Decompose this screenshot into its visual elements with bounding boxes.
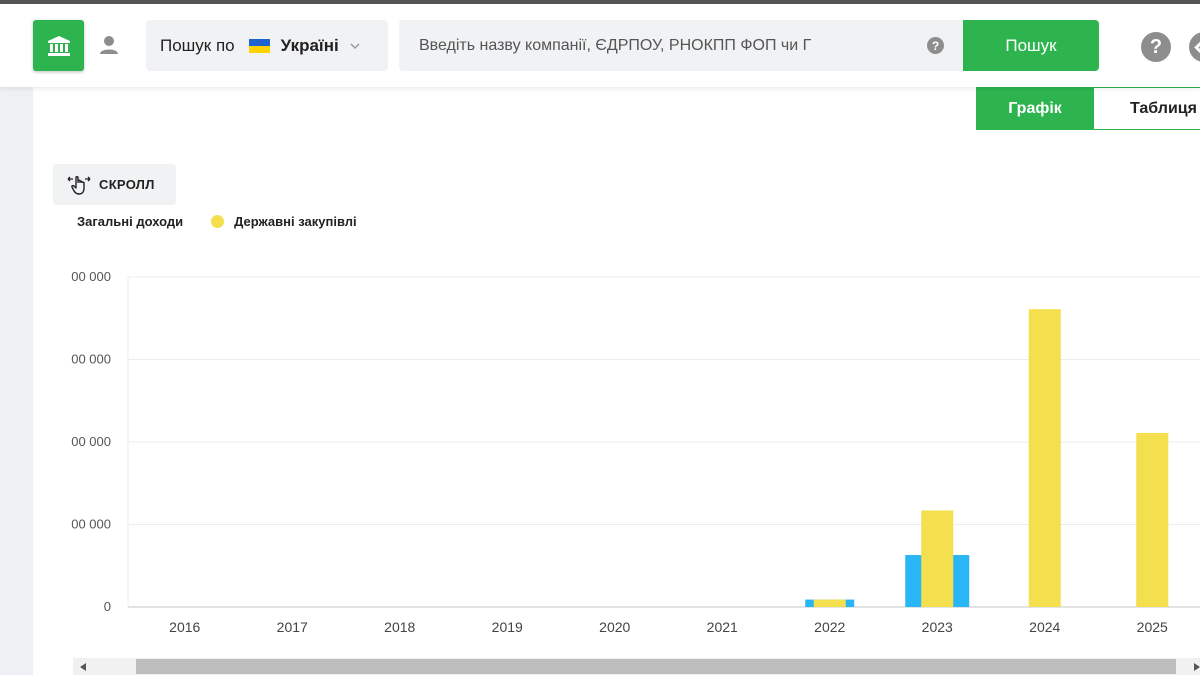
help-icon[interactable]: ? [1141,32,1171,62]
legend-item-total-income[interactable]: Загальні доходи [77,214,183,229]
bar-procurement[interactable] [1136,432,1169,607]
bar-procurement[interactable] [921,510,954,607]
scroll-right-arrow-icon[interactable] [1187,658,1200,675]
top-navigation-bar: Пошук по Україні ? Пошук ? [0,4,1200,87]
legend-marker-procurement [211,215,225,228]
y-tick-label: 00 000 [71,434,111,449]
legend-item-procurement[interactable]: Державні закупівлі [211,214,357,229]
chevron-down-icon [350,42,360,49]
x-tick-label: 2018 [384,619,415,635]
legend-label-procurement: Державні закупівлі [234,214,357,229]
back-arrow-icon[interactable] [1189,32,1200,62]
bar-procurement[interactable] [1028,309,1061,607]
horizontal-scrollbar[interactable] [73,658,1200,675]
x-tick-label: 2024 [1029,619,1060,635]
y-tick-label: 00 000 [71,352,111,367]
ukraine-flag-icon [248,38,270,53]
search-help-icon[interactable]: ? [927,37,944,54]
tab-table[interactable]: Таблиця [1094,87,1200,130]
chart-legend: Загальні доходи Державні закупівлі [77,214,357,229]
scope-prefix-label: Пошук по [160,35,235,55]
x-tick-label: 2016 [169,619,200,635]
bank-icon [47,35,70,56]
y-tick-label: 0 [104,599,111,614]
x-tick-label: 2019 [492,619,523,635]
search-input[interactable] [399,20,904,71]
hand-swipe-icon [67,175,91,195]
income-bar-chart: 0 00 000 00 000 00 000 00 000 2016 2017 2018 201… [71,269,1200,635]
scroll-left-arrow-icon[interactable] [73,658,93,675]
legend-label-total-income: Загальні доходи [77,214,184,229]
bar-procurement[interactable] [813,599,846,607]
x-tick-label: 2023 [922,619,953,635]
home-logo-button[interactable] [33,20,84,71]
tab-graph[interactable]: Графік [976,87,1094,130]
main-content-panel: Графік Таблиця СКРОЛЛ Загальні доходи Де… [33,87,1200,675]
scroll-mode-label: СКРОЛЛ [99,177,155,192]
search-field-container: ? [399,20,963,71]
window-top-border [0,0,1200,4]
search-scope-selector[interactable]: Пошук по Україні [146,20,388,71]
scrollbar-thumb[interactable] [136,659,1176,674]
x-tick-label: 2022 [814,619,845,635]
user-icon[interactable] [96,32,122,58]
x-tick-label: 2020 [599,619,630,635]
x-tick-label: 2017 [277,619,308,635]
y-tick-label: 00 000 [71,517,111,532]
scope-country-label: Україні [280,35,339,55]
x-tick-label: 2021 [707,619,738,635]
search-button[interactable]: Пошук [963,20,1099,71]
x-tick-label: 2025 [1137,619,1168,635]
y-tick-label: 00 000 [71,269,111,284]
scroll-mode-button[interactable]: СКРОЛЛ [53,164,176,205]
